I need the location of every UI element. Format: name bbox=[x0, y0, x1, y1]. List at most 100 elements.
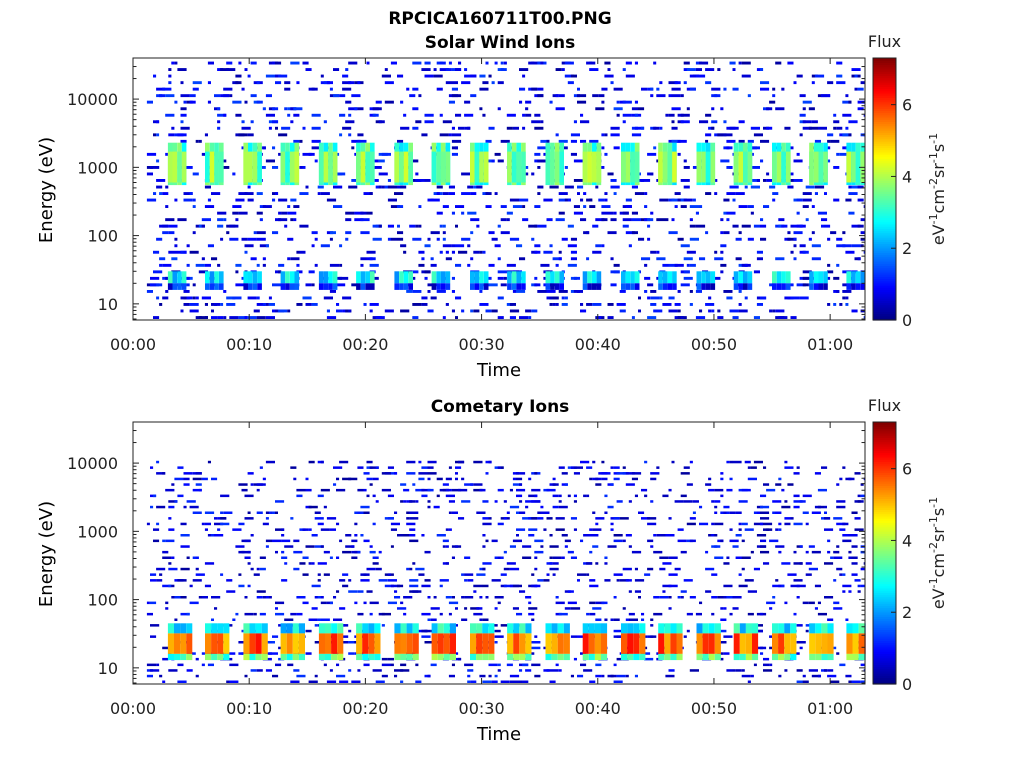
heatmap-cell bbox=[627, 653, 634, 661]
heatmap-cell bbox=[482, 517, 489, 520]
heatmap-cell bbox=[743, 271, 748, 284]
heatmap-cell bbox=[772, 271, 777, 284]
heatmap-cell bbox=[631, 107, 638, 111]
heatmap-cell bbox=[631, 477, 638, 481]
heatmap-cell bbox=[488, 623, 495, 634]
heatmap-cell bbox=[668, 607, 672, 610]
heatmap-cell bbox=[610, 218, 617, 222]
heatmap-cell bbox=[621, 623, 628, 634]
heatmap-cell bbox=[345, 545, 355, 548]
colorbar-segment bbox=[873, 491, 896, 495]
heatmap-cell bbox=[586, 231, 590, 235]
heatmap-cell bbox=[665, 674, 675, 678]
heatmap-cell bbox=[491, 680, 498, 683]
heatmap-cell bbox=[448, 61, 452, 65]
heatmap-cell bbox=[409, 534, 416, 537]
heatmap-cell bbox=[220, 511, 224, 514]
heatmap-cell bbox=[653, 146, 657, 150]
heatmap-cell bbox=[372, 107, 382, 111]
heatmap-cell bbox=[738, 303, 742, 306]
heatmap-cell bbox=[511, 271, 517, 284]
heatmap-cell bbox=[278, 263, 285, 267]
heatmap-cell bbox=[525, 107, 529, 111]
heatmap-cell bbox=[516, 271, 521, 284]
heatmap-cell bbox=[570, 250, 577, 254]
colorbar-segment bbox=[873, 649, 896, 652]
heatmap-cell bbox=[247, 74, 251, 78]
heatmap-cell bbox=[738, 139, 745, 143]
heatmap-cell bbox=[577, 579, 580, 582]
heatmap-cell bbox=[592, 224, 599, 228]
heatmap-cell bbox=[256, 192, 263, 195]
heatmap-cell bbox=[610, 81, 614, 85]
colorbar-segment bbox=[873, 596, 896, 600]
heatmap-cell bbox=[455, 477, 458, 481]
colorbar-segment bbox=[873, 601, 896, 604]
heatmap-cell bbox=[534, 567, 538, 571]
heatmap-cell bbox=[162, 680, 166, 683]
heatmap-cell bbox=[366, 477, 373, 481]
heatmap-cell bbox=[357, 466, 364, 469]
heatmap-cell bbox=[846, 283, 851, 290]
heatmap-cell bbox=[567, 590, 574, 593]
heatmap-cell bbox=[738, 231, 742, 235]
heatmap-cell bbox=[628, 500, 632, 503]
heatmap-cell bbox=[781, 271, 786, 284]
heatmap-cell bbox=[177, 663, 184, 667]
x-tick-label: 00:00 bbox=[110, 699, 156, 718]
heatmap-cell bbox=[699, 309, 703, 313]
heatmap-cell bbox=[378, 224, 382, 228]
heatmap-cell bbox=[662, 271, 668, 284]
heatmap-cell bbox=[177, 579, 187, 582]
heatmap-cell bbox=[436, 494, 440, 498]
heatmap-cell bbox=[793, 472, 800, 475]
heatmap-cell bbox=[680, 113, 690, 117]
heatmap-cell bbox=[507, 633, 514, 654]
colorbar-segment bbox=[873, 616, 896, 620]
heatmap-cell bbox=[436, 534, 446, 537]
heatmap-cell bbox=[775, 579, 779, 582]
heatmap-cell bbox=[156, 567, 166, 571]
heatmap-cell bbox=[146, 172, 153, 176]
heatmap-cell bbox=[448, 500, 455, 503]
heatmap-cell bbox=[150, 276, 160, 280]
heatmap-cell bbox=[150, 166, 160, 169]
heatmap-cell bbox=[711, 120, 718, 124]
heatmap-cell bbox=[360, 283, 366, 290]
heatmap-cell bbox=[650, 472, 660, 475]
heatmap-cell bbox=[318, 271, 324, 284]
heatmap-cell bbox=[281, 556, 288, 559]
heatmap-cell bbox=[390, 545, 394, 548]
heatmap-cell bbox=[580, 539, 584, 543]
heatmap-cell bbox=[689, 224, 696, 228]
heatmap-cell bbox=[799, 224, 803, 228]
heatmap-cell bbox=[658, 623, 665, 634]
heatmap-cell bbox=[336, 172, 346, 176]
colorbar-segment bbox=[873, 298, 896, 301]
heatmap-cell bbox=[150, 573, 157, 576]
heatmap-cell bbox=[464, 596, 474, 599]
heatmap-cell bbox=[318, 653, 325, 661]
colorbar-segment bbox=[873, 435, 896, 438]
heatmap-cell bbox=[616, 472, 626, 475]
heatmap-cell bbox=[259, 244, 269, 248]
heatmap-cell bbox=[461, 596, 465, 599]
heatmap-cell bbox=[745, 623, 752, 634]
heatmap-cell bbox=[580, 460, 590, 464]
heatmap-cell bbox=[756, 257, 763, 261]
heatmap-cell bbox=[445, 562, 449, 565]
heatmap-cell bbox=[488, 231, 495, 235]
heatmap-cell bbox=[851, 511, 858, 514]
heatmap-cell bbox=[613, 146, 620, 150]
heatmap-cell bbox=[534, 276, 538, 280]
heatmap-cell bbox=[448, 674, 455, 678]
heatmap-cell bbox=[580, 218, 587, 222]
heatmap-cell bbox=[683, 635, 687, 638]
heatmap-cell bbox=[567, 81, 574, 85]
heatmap-cell bbox=[677, 539, 687, 543]
heatmap-cell bbox=[805, 550, 809, 554]
heatmap-cell bbox=[399, 271, 404, 284]
heatmap-cell bbox=[747, 237, 754, 241]
colorbar-segment bbox=[873, 504, 896, 508]
heatmap-cell bbox=[671, 218, 675, 222]
